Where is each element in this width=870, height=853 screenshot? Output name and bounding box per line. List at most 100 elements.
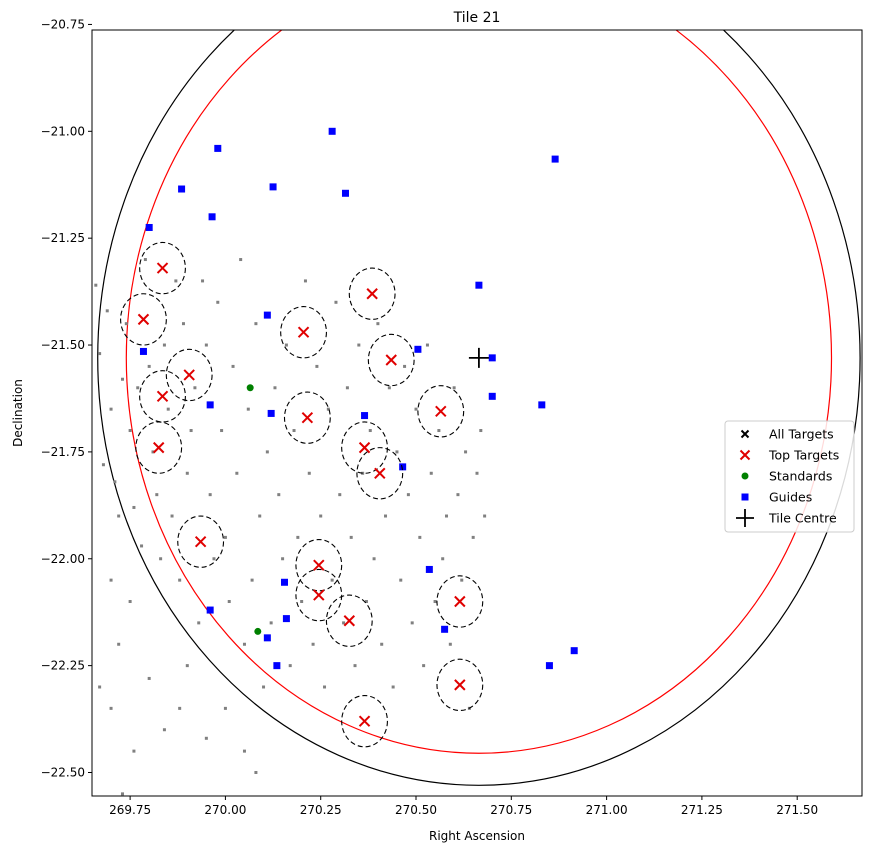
all-target-point bbox=[147, 676, 151, 680]
top-target-patrol-circle bbox=[367, 333, 415, 387]
all-target-point bbox=[334, 300, 338, 304]
all-target-point bbox=[231, 364, 235, 368]
all-target-point bbox=[445, 514, 449, 518]
all-target-point bbox=[277, 493, 281, 497]
legend-marker-all-targets bbox=[740, 429, 750, 439]
y-tick-label: −21.75 bbox=[41, 445, 85, 459]
all-target-point bbox=[425, 343, 429, 347]
top-target-patrol-circle bbox=[283, 391, 331, 444]
all-target-point bbox=[143, 258, 147, 262]
all-target-point bbox=[395, 450, 399, 454]
all-target-point bbox=[303, 279, 307, 283]
all-target-point bbox=[403, 364, 407, 368]
top-target-point bbox=[374, 467, 386, 479]
all-target-point bbox=[448, 642, 452, 646]
all-target-point bbox=[98, 685, 102, 689]
guide-point bbox=[214, 144, 222, 152]
all-target-point bbox=[132, 505, 136, 509]
all-target-point bbox=[353, 664, 357, 668]
guide-point bbox=[488, 392, 496, 400]
top-target-patrol-circle bbox=[348, 267, 396, 320]
top-target-point bbox=[156, 262, 169, 274]
y-axis-label: Declination bbox=[11, 379, 25, 447]
all-target-point bbox=[162, 343, 166, 347]
all-target-point bbox=[269, 621, 273, 625]
all-target-point bbox=[170, 514, 174, 518]
all-target-point bbox=[265, 450, 269, 454]
x-tick-label: 271.50 bbox=[776, 803, 818, 817]
guide-point bbox=[570, 647, 578, 655]
all-target-point bbox=[239, 258, 243, 262]
guide-point bbox=[399, 463, 407, 471]
top-target-patrol-circle bbox=[280, 306, 327, 359]
guide-point bbox=[139, 347, 147, 355]
all-target-point bbox=[281, 557, 285, 561]
all-target-point bbox=[273, 386, 277, 390]
all-target-point bbox=[174, 279, 178, 283]
plot-area bbox=[94, 30, 861, 796]
all-target-point bbox=[387, 386, 391, 390]
legend-marker-top-targets bbox=[739, 449, 751, 461]
all-target-point bbox=[204, 343, 208, 347]
guide-point bbox=[281, 578, 288, 586]
all-target-point bbox=[132, 749, 136, 753]
all-target-point bbox=[128, 429, 132, 433]
x-tick-label: 270.25 bbox=[300, 803, 342, 817]
guide-point bbox=[206, 401, 214, 409]
all-target-point bbox=[128, 600, 132, 604]
all-target-point bbox=[380, 642, 384, 646]
top-target-point bbox=[313, 559, 325, 571]
x-tick-label: 270.75 bbox=[490, 803, 532, 817]
all-target-point bbox=[433, 600, 437, 604]
all-target-point bbox=[284, 343, 288, 347]
top-target-patrol-circle bbox=[295, 538, 343, 592]
top-target-patrol-circle bbox=[341, 421, 388, 474]
legend-box bbox=[724, 420, 855, 533]
all-target-point bbox=[147, 364, 151, 368]
all-target-point bbox=[242, 749, 246, 753]
x-axis-label: Right Ascension bbox=[429, 829, 525, 843]
y-tick-label: −22.00 bbox=[41, 552, 85, 566]
top-target-patrol-circle bbox=[295, 568, 343, 622]
all-target-point bbox=[212, 557, 216, 561]
legend-marker-standards bbox=[741, 472, 749, 480]
all-target-point bbox=[475, 471, 479, 475]
legend-label: Tile Centre bbox=[768, 511, 837, 526]
all-target-point bbox=[159, 557, 163, 561]
legend-label: Top Targets bbox=[768, 448, 839, 463]
guide-point bbox=[178, 185, 186, 193]
all-target-point bbox=[98, 352, 102, 356]
top-target-point bbox=[194, 535, 207, 548]
all-target-point bbox=[296, 535, 300, 539]
top-target-point bbox=[358, 441, 371, 454]
y-tick-label: −22.25 bbox=[41, 659, 85, 673]
x-tick-label: 271.00 bbox=[586, 803, 628, 817]
all-target-point bbox=[166, 407, 170, 411]
all-target-point bbox=[315, 364, 319, 368]
top-target-point bbox=[137, 313, 150, 326]
standard-point bbox=[254, 627, 262, 635]
top-target-patrol-circle bbox=[135, 421, 183, 474]
all-target-point bbox=[384, 514, 388, 518]
all-target-point bbox=[216, 300, 220, 304]
all-target-point bbox=[460, 578, 464, 582]
all-target-point bbox=[189, 429, 193, 433]
guide-point bbox=[263, 311, 271, 319]
all-target-point bbox=[292, 429, 296, 433]
all-target-point bbox=[342, 621, 346, 625]
all-target-point bbox=[307, 471, 311, 475]
y-tick-label: −21.00 bbox=[41, 124, 85, 138]
legend-label: Standards bbox=[769, 469, 832, 484]
guide-point bbox=[282, 615, 290, 623]
guide-point bbox=[475, 281, 483, 289]
all-target-point bbox=[345, 386, 349, 390]
all-target-point bbox=[140, 544, 144, 548]
y-tick-label: −21.25 bbox=[41, 231, 85, 245]
top-target-patrol-circle bbox=[325, 594, 373, 647]
top-target-point bbox=[385, 354, 397, 366]
all-target-point bbox=[109, 706, 113, 710]
y-tick-label: −20.75 bbox=[41, 17, 85, 31]
all-target-point bbox=[330, 578, 334, 582]
guide-point bbox=[328, 127, 336, 135]
y-tick-label: −22.50 bbox=[41, 765, 85, 779]
